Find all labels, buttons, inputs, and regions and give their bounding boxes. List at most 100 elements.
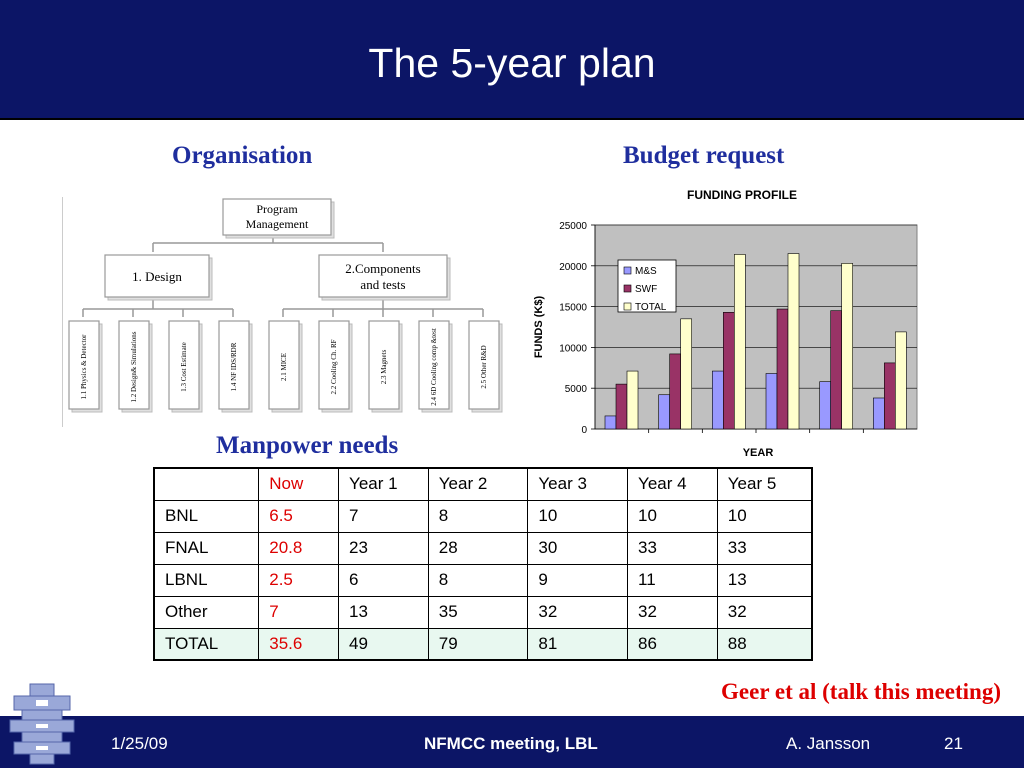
org-branch-design-box [104,254,210,298]
org-leaf-box [218,320,250,410]
table-cell: 23 [338,531,429,565]
footer-page-number: 21 [944,734,963,753]
chart-bar-total [787,253,800,430]
table-row: FNAL 20.8 23 28 30 33 33 [153,531,813,565]
org-leaf-box [268,320,300,410]
table-cell: 49 [338,627,429,661]
org-root-label: Management [246,217,309,231]
chart-bar-swf [723,312,735,430]
table-row: BNL 6.5 7 8 10 10 10 [153,499,813,533]
org-branch-label: 1. Design [132,269,182,284]
org-leaf-label: 1.1 Physics & Detector [80,334,88,400]
org-leaf-label: 2.3 Magnets [380,349,388,384]
table-cell: 32 [627,595,718,629]
org-branch-label: and tests [360,277,405,292]
chart-bar-ms [712,370,724,430]
funding-chart-svg: FUNDING PROFILE 0 5000 10000 15000 20000 25000… [533,188,918,459]
table-header-row: Now Year 1 Year 2 Year 3 Year 4 Year 5 [153,467,813,501]
chart-bar-ms [658,394,670,430]
chart-bar-total [626,370,639,430]
footer-author: A. Jansson [786,734,871,753]
org-leaf-label: 1.2 Design& Simulations [130,331,138,402]
table-cell: 28 [427,531,529,565]
org-branch-components-box [318,254,448,298]
table-row-label: TOTAL [153,627,260,661]
table-cell: Year 4 [627,467,718,501]
table-cell: Year 1 [338,467,429,501]
funding-chart: FUNDING PROFILE 0 5000 10000 15000 20000 25000… [518,180,938,462]
chart-y-tick-label: 0 [581,425,587,436]
table-row-label: Other [153,595,260,629]
org-leaf-box [318,320,350,410]
chart-y-tick-label: 20000 [559,262,587,273]
manpower-table: Now Year 1 Year 2 Year 3 Year 4 Year 5 BNL 6.5 7… [153,467,813,661]
chart-legend-swatch [623,266,632,275]
table-cell-now: 35.6 [258,627,340,661]
table-cell-now: Now [258,467,340,501]
chart-y-tick-label: 15000 [559,303,587,314]
table-cell: 8 [427,563,529,597]
chart-legend-swatch [623,284,632,293]
table-cell: 32 [716,595,813,629]
org-leaf-label: 2.2 Cooling Ch. RF [330,339,338,394]
org-root-label: Program [256,202,298,216]
chart-bar-ms [765,373,778,430]
org-leaf-box [418,320,450,410]
org-leaf-box [168,320,200,410]
table-cell: 79 [427,627,529,661]
org-leaf-box [468,320,500,410]
table-cell: 33 [627,531,718,565]
table-cell: 10 [716,499,813,533]
chart-bar-swf [830,310,842,430]
org-leaf-box [118,320,150,410]
table-cell: 88 [716,627,813,661]
table-cell: 6 [338,563,429,597]
table-cell: Year 3 [527,467,629,501]
table-cell: 9 [527,563,629,597]
table-cell: 10 [527,499,629,533]
chart-y-tick-label: 10000 [559,343,587,354]
chart-bar-total [895,331,907,430]
table-cell: 7 [338,499,429,533]
table-cell: Year 5 [716,467,813,501]
footer-bar: 1/25/09 NFMCC meeting, LBL A. Jansson 21 [0,716,1024,768]
chart-bar-swf [884,362,896,430]
org-leaf-label: 2.5 Other R&D [480,345,488,388]
chart-bar-swf [669,353,681,430]
table-cell: 30 [527,531,629,565]
chart-legend-label: TOTAL [635,302,667,313]
table-cell: 35 [427,595,529,629]
chart-bar-ms [819,381,831,430]
table-cell: 13 [338,595,429,629]
table-cell: 11 [627,563,718,597]
slide-title: The 5-year plan [368,40,656,86]
org-leaf-label: 2.4 6D Cooling comp &test [430,328,438,406]
chart-plot-area [594,224,918,430]
footer-meeting: NFMCC meeting, LBL [424,734,598,753]
fermilab-logo-icon [6,680,78,766]
title-bar: The 5-year plan [0,0,1024,120]
chart-y-axis-label: FUNDS (K$) [533,296,545,359]
table-row: TOTAL 35.6 49 79 81 86 88 [153,627,813,661]
org-leaf-box [368,320,400,410]
footer-date: 1/25/09 [111,734,168,753]
chart-bar-total [841,263,853,430]
org-root-box [222,198,332,236]
chart-bar-total [734,254,746,430]
org-leaf-label: 1.3 Cost Estimate [180,342,188,392]
table-cell: 13 [716,563,813,597]
table-row-label: LBNL [153,563,260,597]
credit-text: Geer et al (talk this meeting) [721,679,1001,704]
chart-bar-total [680,318,692,430]
table-cell: 86 [627,627,718,661]
organisation-chart: Program Management 1. Design 2.Components an… [62,197,503,427]
budget-heading: Budget request [623,142,785,169]
table-cell-now: 20.8 [258,531,340,565]
table-cell: 33 [716,531,813,565]
table-row: LBNL 2.5 6 8 9 11 13 [153,563,813,597]
table-cell-now: 7 [258,595,340,629]
org-leaf-label: 2.1 MICE [280,353,288,381]
organisation-heading: Organisation [172,142,313,169]
chart-title: FUNDING PROFILE [687,188,797,202]
